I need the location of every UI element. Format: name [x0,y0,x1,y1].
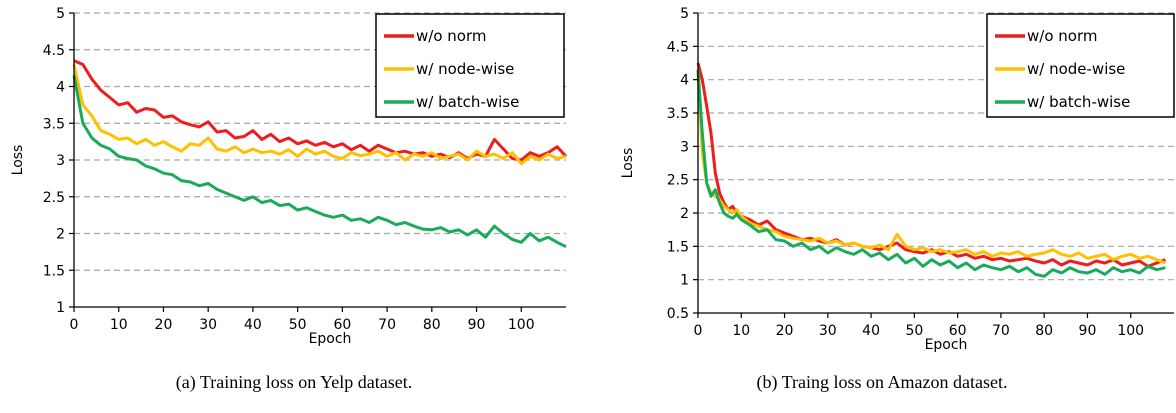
series-line-2 [72,64,567,166]
x-tick-label: 70 [378,317,396,333]
y-tick-label: 1 [56,300,65,316]
y-tick-label: 2 [56,227,65,243]
legend-label-2: w/ node-wise [1027,60,1125,78]
y-tick-label: 4 [680,73,689,89]
y-tick-label: 3.5 [667,106,689,122]
y-axis-label: Loss [620,148,636,179]
series-line-3 [72,75,567,249]
x-tick-label: 30 [819,323,837,339]
y-tick-label: 3 [680,139,689,155]
y-tick-label: 3.5 [43,116,65,132]
y-tick-label: 3 [56,153,65,169]
legend: w/o norm w/ node-wise w/ batch-wise [986,13,1175,118]
y-tick-label: 4.5 [667,39,689,55]
x-tick-label: 90 [468,317,486,333]
x-tick-label: 10 [110,317,128,333]
x-tick-label: 10 [732,323,750,339]
x-tick-label: 20 [155,317,173,333]
legend-box [986,13,1175,118]
legend-label-3: w/ batch-wise [416,93,519,111]
y-tick-label: 0.5 [667,306,689,322]
x-tick-label: 20 [776,323,794,339]
x-axis-label: Epoch [925,337,968,353]
x-tick-label: 50 [905,323,923,339]
legend-label-1: w/o norm [1027,27,1097,45]
x-tick-label: 70 [992,323,1010,339]
caption-yelp: (a) Training loss on Yelp dataset. [175,372,413,392]
legend-label-2: w/ node-wise [416,60,514,78]
x-tick-label: 0 [694,323,703,339]
x-tick-label: 100 [508,317,535,333]
legend-label-1: w/o norm [416,27,486,45]
chart-panel-yelp: 1 1.5 2 2.5 3 3.5 4 4.5 5 0 10 20 30 40 50 60 70 80 90 100 E… [10,6,568,392]
y-tick-label: 4 [56,80,65,96]
x-tick-label: 80 [1035,323,1053,339]
x-tick-label: 90 [1079,323,1097,339]
y-tick-label: 4.5 [43,43,65,59]
legend-label-3: w/ batch-wise [1027,93,1130,111]
y-tick-label: 1 [680,273,689,289]
chart-panel-amazon: 0.5 1 1.5 2 2.5 3 3.5 4 4.5 5 0 10 20 30 40 50 60 70 80 90 1… [588,0,1176,413]
legend-box [375,13,565,118]
x-tick-label: 40 [862,323,880,339]
x-tick-label: 80 [423,317,441,333]
chart-amazon: 0.511.522.533.544.550 10 20 30 40 50 60 70 80 90 1… [620,6,1175,353]
y-tick-label: 5 [56,6,65,22]
y-tick-label: 5 [680,6,689,22]
y-tick-label: 2.5 [667,173,689,189]
y-axis-label: Loss [10,145,26,176]
y-tick-label: 2.5 [43,190,65,206]
y-tick-label: 2 [680,206,689,222]
legend: w/o norm w/ node-wise w/ batch-wise [375,13,565,118]
series-line-2 [696,72,1166,265]
x-tick-label: 100 [1117,323,1144,339]
y-tick-label: 1.5 [667,239,689,255]
series-line-3 [696,69,1166,278]
caption-amazon: (b) Traing loss on Amazon dataset. [756,372,1008,392]
x-tick-label: 60 [333,317,351,333]
chart-yelp: 11.522.533.544.550 10 20 30 40 50 60 70 80 90 100E… [10,6,568,347]
x-tick-label: 60 [949,323,967,339]
x-tick-label: 50 [289,317,307,333]
y-tick-label: 1.5 [43,263,65,279]
x-tick-label: 40 [244,317,262,333]
x-tick-label: 30 [199,317,217,333]
x-tick-label: 0 [70,317,79,333]
x-axis-label: Epoch [309,331,352,347]
